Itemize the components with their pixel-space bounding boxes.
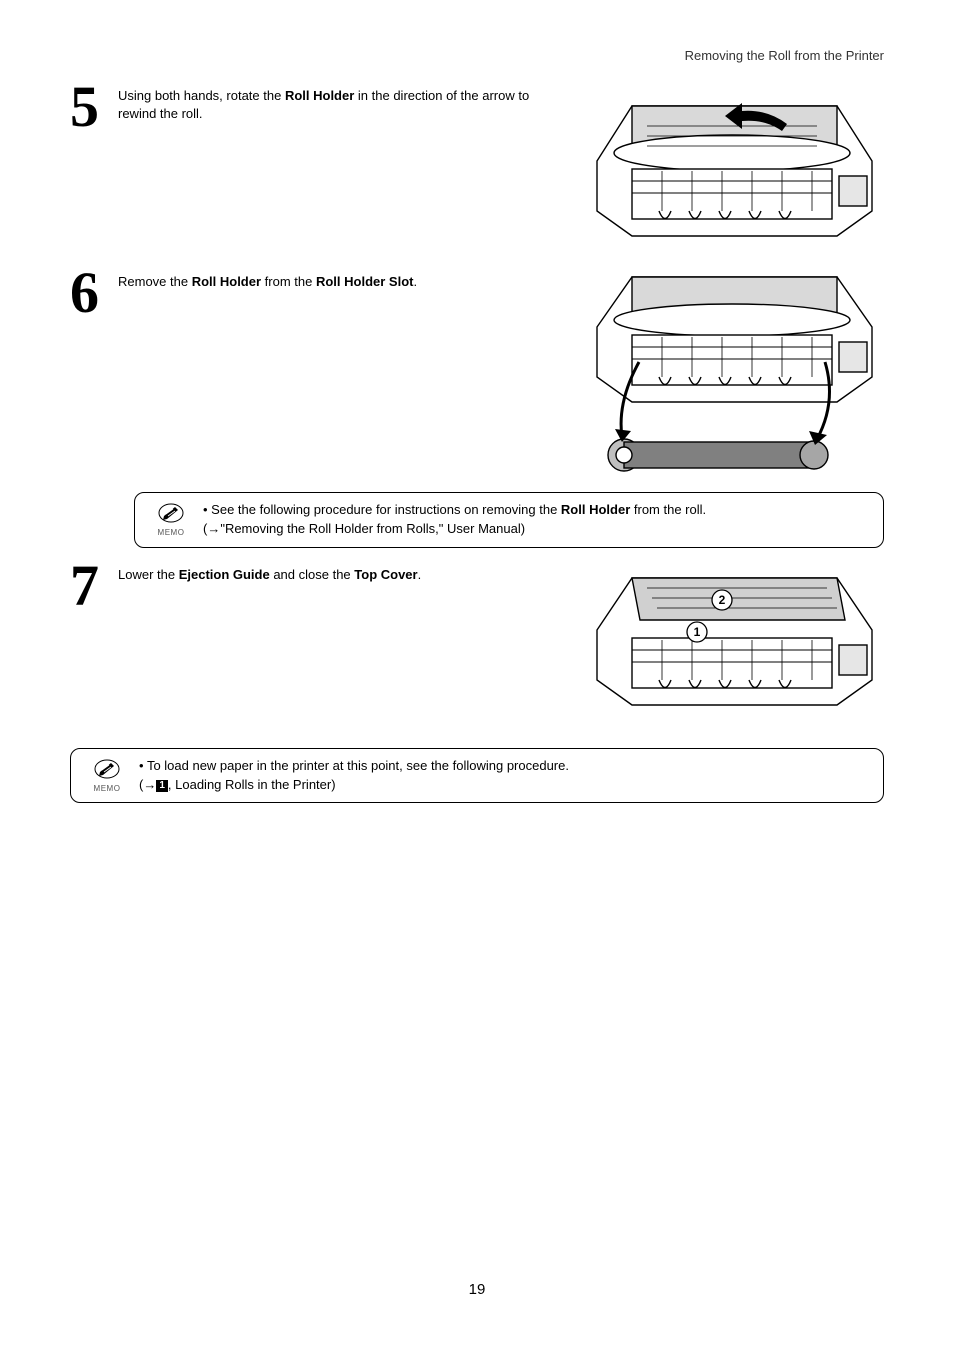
pencil-icon [158, 503, 184, 526]
step-illustration [569, 81, 884, 261]
memo-icon-wrap: MEMO [85, 759, 129, 793]
memo-text: To load new paper in the printer at this… [129, 757, 869, 795]
step-illustration: 1 2 [569, 560, 884, 730]
step-number: 6 [70, 267, 118, 319]
step-number: 5 [70, 81, 118, 133]
step-text: Remove the Roll Holder from the Roll Hol… [118, 267, 569, 291]
page-number: 19 [0, 1281, 954, 1298]
step-7: 7 Lower the Ejection Guide and close the… [70, 560, 884, 730]
memo-label: MEMO [85, 784, 129, 793]
memo-icon-wrap: MEMO [149, 503, 193, 537]
step-illustration [569, 267, 884, 482]
svg-text:2: 2 [718, 593, 725, 607]
step-6: 6 Remove the Roll Holder from the Roll H… [70, 267, 884, 482]
memo-label: MEMO [149, 528, 193, 537]
section-header: Removing the Roll from the Printer [70, 48, 884, 63]
step-text: Lower the Ejection Guide and close the T… [118, 560, 569, 584]
svg-text:1: 1 [693, 625, 700, 639]
step-5: 5 Using both hands, rotate the Roll Hold… [70, 81, 884, 261]
memo-box: MEMO See the following procedure for ins… [134, 492, 884, 548]
printer-close-cover-icon: 1 2 [577, 560, 877, 730]
step-text: Using both hands, rotate the Roll Holder… [118, 81, 569, 123]
memo-text: See the following procedure for instruct… [193, 501, 869, 539]
ref-badge: 1 [156, 780, 168, 792]
step-number: 7 [70, 560, 118, 612]
pencil-icon [94, 759, 120, 782]
printer-remove-holder-icon [577, 267, 877, 482]
memo-box: MEMO To load new paper in the printer at… [70, 748, 884, 804]
printer-rewind-icon [577, 81, 877, 261]
